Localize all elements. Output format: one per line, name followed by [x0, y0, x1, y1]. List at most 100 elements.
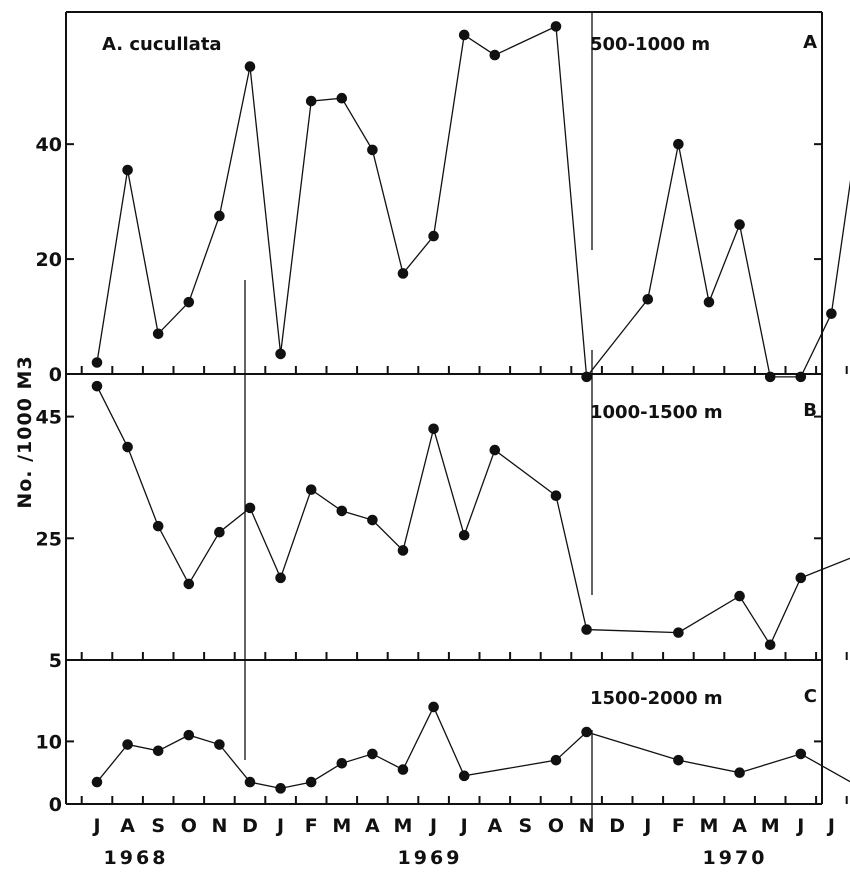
month-label: A	[487, 815, 502, 837]
month-label: M	[761, 815, 780, 837]
y-tick-label: 40	[36, 134, 62, 156]
data-point	[764, 639, 776, 651]
data-point	[550, 21, 562, 32]
species-label: A. cucullata	[102, 34, 222, 55]
depth-label: 1500-2000 m	[590, 688, 723, 709]
month-label: S	[519, 815, 533, 837]
data-point	[428, 701, 439, 713]
data-point	[581, 726, 592, 738]
data-point	[305, 95, 317, 107]
data-point	[305, 484, 317, 495]
y-tick-label: 0	[49, 794, 62, 816]
y-tick-label: 25	[36, 528, 62, 550]
month-label: A	[732, 815, 747, 837]
data-point	[305, 776, 317, 788]
month-label: J	[91, 815, 100, 837]
data-point	[336, 758, 348, 769]
data-point	[581, 371, 592, 383]
data-point	[458, 529, 470, 541]
data-point	[91, 357, 103, 368]
month-label: J	[459, 815, 468, 837]
data-point	[673, 754, 684, 766]
month-label: J	[826, 815, 835, 837]
data-point	[397, 545, 409, 556]
data-point	[122, 739, 133, 750]
series-line-a	[96, 25, 850, 379]
data-point	[214, 210, 225, 222]
data-point	[428, 423, 439, 435]
data-point	[91, 776, 103, 788]
data-point	[397, 764, 409, 775]
y-tick-label: 5	[49, 650, 62, 672]
data-point	[275, 783, 286, 794]
data-point	[826, 308, 837, 319]
month-label: O	[548, 815, 564, 837]
panel-letter: B	[803, 400, 817, 421]
year-label: 1968	[104, 847, 169, 869]
month-label: N	[579, 815, 595, 837]
month-label: M	[332, 815, 351, 837]
data-point	[550, 490, 562, 502]
data-point	[734, 767, 745, 778]
month-label: D	[242, 815, 258, 837]
data-point	[764, 371, 776, 383]
data-point	[458, 770, 470, 782]
data-point	[183, 729, 195, 741]
ticks	[66, 143, 848, 805]
month-label: F	[305, 815, 318, 837]
data-point	[122, 441, 133, 453]
data-point	[397, 268, 409, 279]
data-point	[183, 578, 195, 590]
data-point	[214, 526, 225, 538]
panel-letter: A	[803, 32, 817, 53]
year-label: 1969	[398, 847, 463, 869]
month-label: D	[609, 815, 625, 837]
month-label: M	[700, 815, 719, 837]
y-tick-label: 45	[36, 407, 62, 429]
data-point	[703, 296, 715, 308]
data-point	[673, 627, 684, 638]
data-point	[581, 624, 592, 635]
data-point	[122, 164, 133, 176]
data-point	[275, 572, 286, 584]
depth-label: 1000-1500 m	[590, 402, 723, 423]
data-point	[214, 739, 225, 750]
month-label: F	[672, 815, 685, 837]
month-label: J	[428, 815, 437, 837]
data-point	[152, 745, 164, 757]
panel-letter: C	[804, 686, 817, 707]
data-point	[795, 371, 807, 383]
month-label: S	[151, 815, 165, 837]
data-point	[458, 29, 470, 41]
data-point	[642, 294, 654, 305]
data-point	[734, 590, 745, 602]
data-point	[244, 776, 256, 788]
data-point	[244, 61, 256, 72]
data-point	[428, 230, 439, 242]
data-point	[244, 502, 256, 514]
data-point	[367, 748, 378, 760]
depth-label: 500-1000 m	[590, 34, 710, 55]
month-label: O	[181, 815, 197, 837]
data-point	[275, 348, 286, 360]
data-point	[673, 138, 684, 150]
month-label: J	[275, 815, 284, 837]
data-point	[489, 444, 501, 456]
data-point	[336, 92, 348, 104]
data-point	[795, 572, 807, 584]
month-label: M	[394, 815, 413, 837]
month-label: A	[120, 815, 135, 837]
month-label: N	[211, 815, 227, 837]
y-tick-label: 10	[36, 731, 62, 753]
data-point	[183, 296, 195, 308]
series	[91, 21, 850, 794]
data-point	[152, 520, 164, 532]
month-label: J	[795, 815, 804, 837]
data-point	[795, 748, 807, 760]
data-point	[336, 505, 348, 517]
y-tick-label: 20	[36, 249, 62, 271]
data-point	[152, 328, 164, 340]
data-point	[367, 514, 378, 526]
